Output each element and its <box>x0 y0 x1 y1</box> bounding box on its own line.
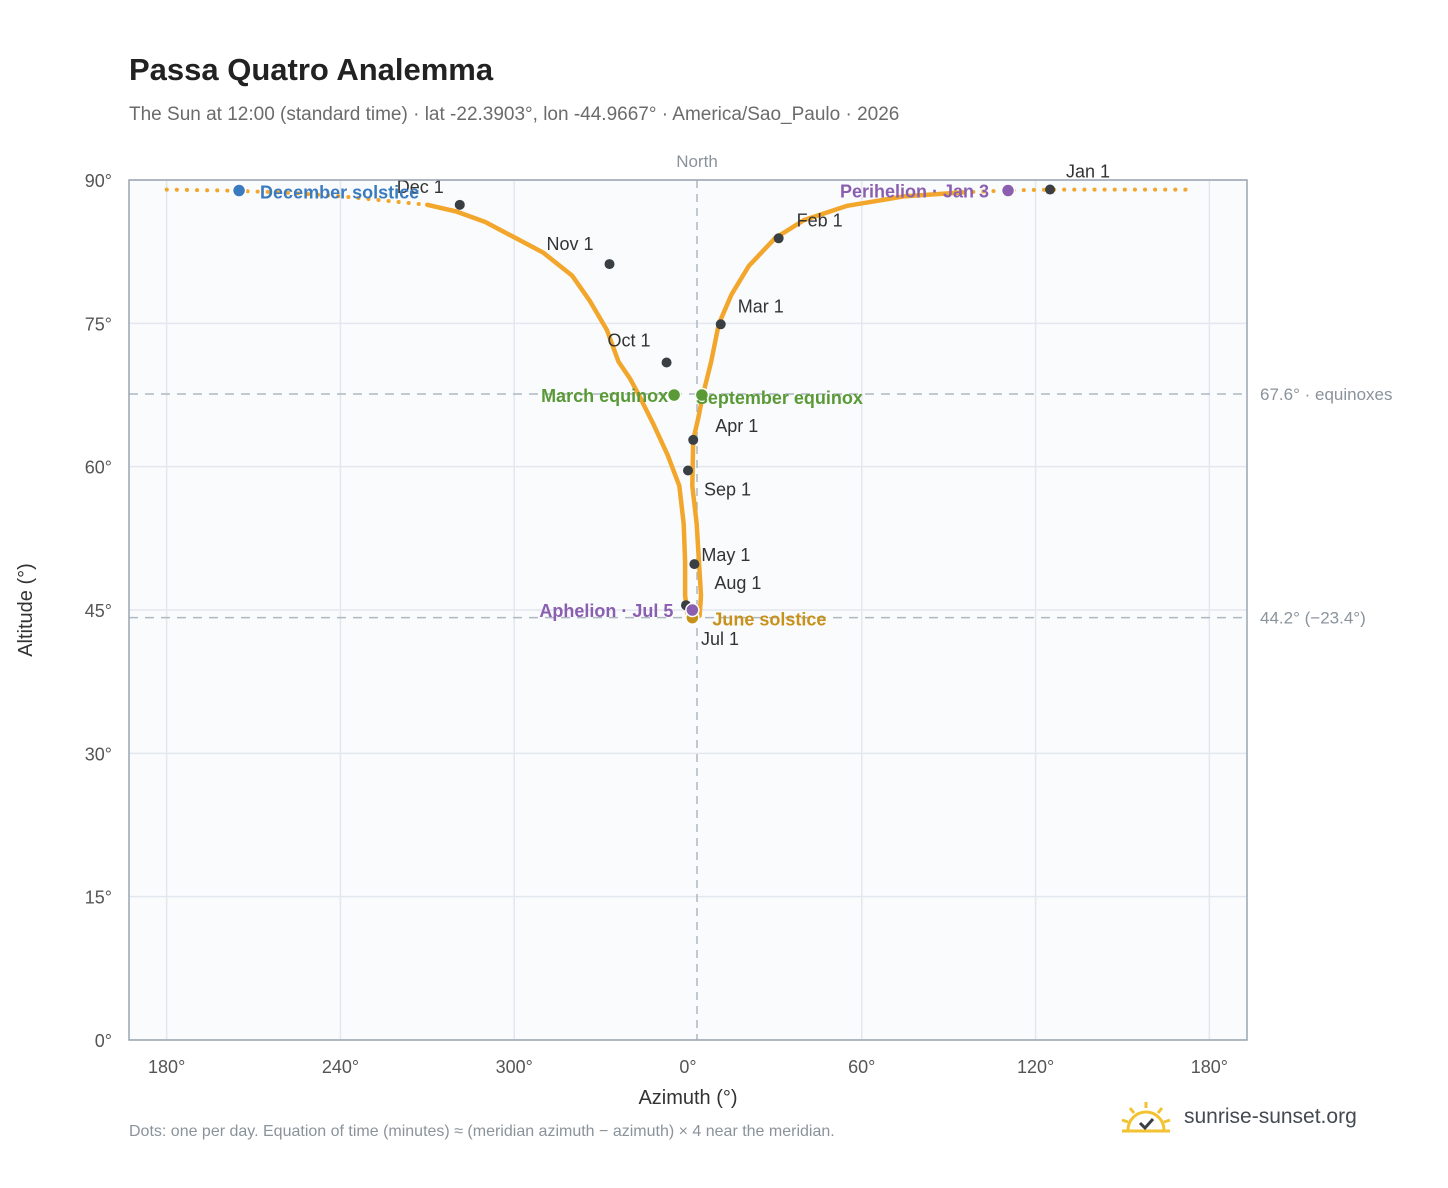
month-marker-label: Aug 1 <box>714 573 761 593</box>
event-marker-label: March equinox <box>541 386 668 406</box>
month-marker-label: Mar 1 <box>738 296 784 316</box>
y-tick-label: 75° <box>85 314 112 334</box>
x-axis-ticks: 180° 240° 300° 0° 60° 120° 180° <box>148 1057 1228 1077</box>
x-tick-label: 300° <box>496 1057 533 1077</box>
x-tick-label: 0° <box>679 1057 696 1077</box>
event-marker-label: September equinox <box>696 388 863 408</box>
event-marker-label: December solstice <box>260 183 419 203</box>
footnote: Dots: one per day. Equation of time (min… <box>129 1123 835 1140</box>
month-marker-dot <box>688 434 699 445</box>
brand[interactable]: sunrise-sunset.org <box>1120 1100 1357 1134</box>
event-markers: December solstice June solstice March equi… <box>231 182 1016 630</box>
reference-lines: 67.6° · equinoxes 44.2° (−23.4°) <box>129 385 1393 628</box>
event-marker-label: June solstice <box>712 610 826 630</box>
y-tick-label: 45° <box>85 601 112 621</box>
y-tick-label: 60° <box>85 458 112 478</box>
month-marker-dot <box>773 233 784 244</box>
month-marker-dot <box>689 559 700 570</box>
event-marker-label: Aphelion · Jul 5 <box>539 601 673 621</box>
month-marker-dot <box>604 259 615 270</box>
y-axis-ticks: 0° 15° 30° 45° 60° 75° 90° <box>85 171 112 1051</box>
y-axis-label: Altitude (°) <box>15 563 37 657</box>
x-tick-label: 120° <box>1017 1057 1054 1077</box>
month-marker-label: Nov 1 <box>546 234 593 254</box>
month-marker-dot <box>1045 184 1056 195</box>
chart-subtitle: The Sun at 12:00 (standard time) · lat -… <box>129 104 900 125</box>
reference-line-label: 44.2° (−23.4°) <box>1260 609 1366 628</box>
sun-logo-icon <box>1121 1102 1171 1133</box>
month-marker-label: Jul 1 <box>701 629 739 649</box>
x-tick-label: 180° <box>1191 1057 1228 1077</box>
y-tick-label: 0° <box>95 1031 112 1051</box>
month-marker-label: Sep 1 <box>704 479 751 499</box>
event-marker-dot <box>685 602 700 618</box>
month-marker-label: May 1 <box>701 545 750 565</box>
event-marker-dot <box>1000 183 1016 198</box>
curve-tail-dots-east <box>961 187 1189 195</box>
x-tick-label: 180° <box>148 1057 185 1077</box>
month-markers: Jan 1 Feb 1 Mar 1 Apr 1 May 1 Jul 1 Aug 1 Sep 1… <box>397 162 1110 650</box>
month-marker-label: Apr 1 <box>715 416 758 436</box>
event-marker-label: Perihelion · Jan 3 <box>840 182 989 202</box>
month-marker-label: Dec 1 <box>397 177 444 197</box>
brand-text[interactable]: sunrise-sunset.org <box>1184 1105 1357 1128</box>
event-marker-dot <box>666 387 682 403</box>
north-label: North <box>676 152 718 171</box>
month-marker-label: Jan 1 <box>1066 162 1110 182</box>
month-marker-label: Oct 1 <box>608 331 651 351</box>
month-marker-dot <box>454 199 465 210</box>
y-tick-label: 30° <box>85 744 112 764</box>
month-marker-dot <box>661 357 672 368</box>
month-marker-label: Feb 1 <box>797 210 843 230</box>
y-tick-label: 90° <box>85 171 112 191</box>
y-tick-label: 15° <box>85 888 112 908</box>
x-tick-label: 240° <box>322 1057 359 1077</box>
event-marker-dot <box>231 183 247 198</box>
x-axis-label: Azimuth (°) <box>638 1087 737 1109</box>
event-marker-dot <box>694 387 710 403</box>
x-tick-label: 60° <box>848 1057 875 1077</box>
month-marker-dot <box>715 319 726 330</box>
plot-frame <box>128 179 1248 1041</box>
month-marker-dot <box>683 465 693 476</box>
chart-title: Passa Quatro Analemma <box>129 52 494 87</box>
reference-line-label: 67.6° · equinoxes <box>1260 385 1393 404</box>
